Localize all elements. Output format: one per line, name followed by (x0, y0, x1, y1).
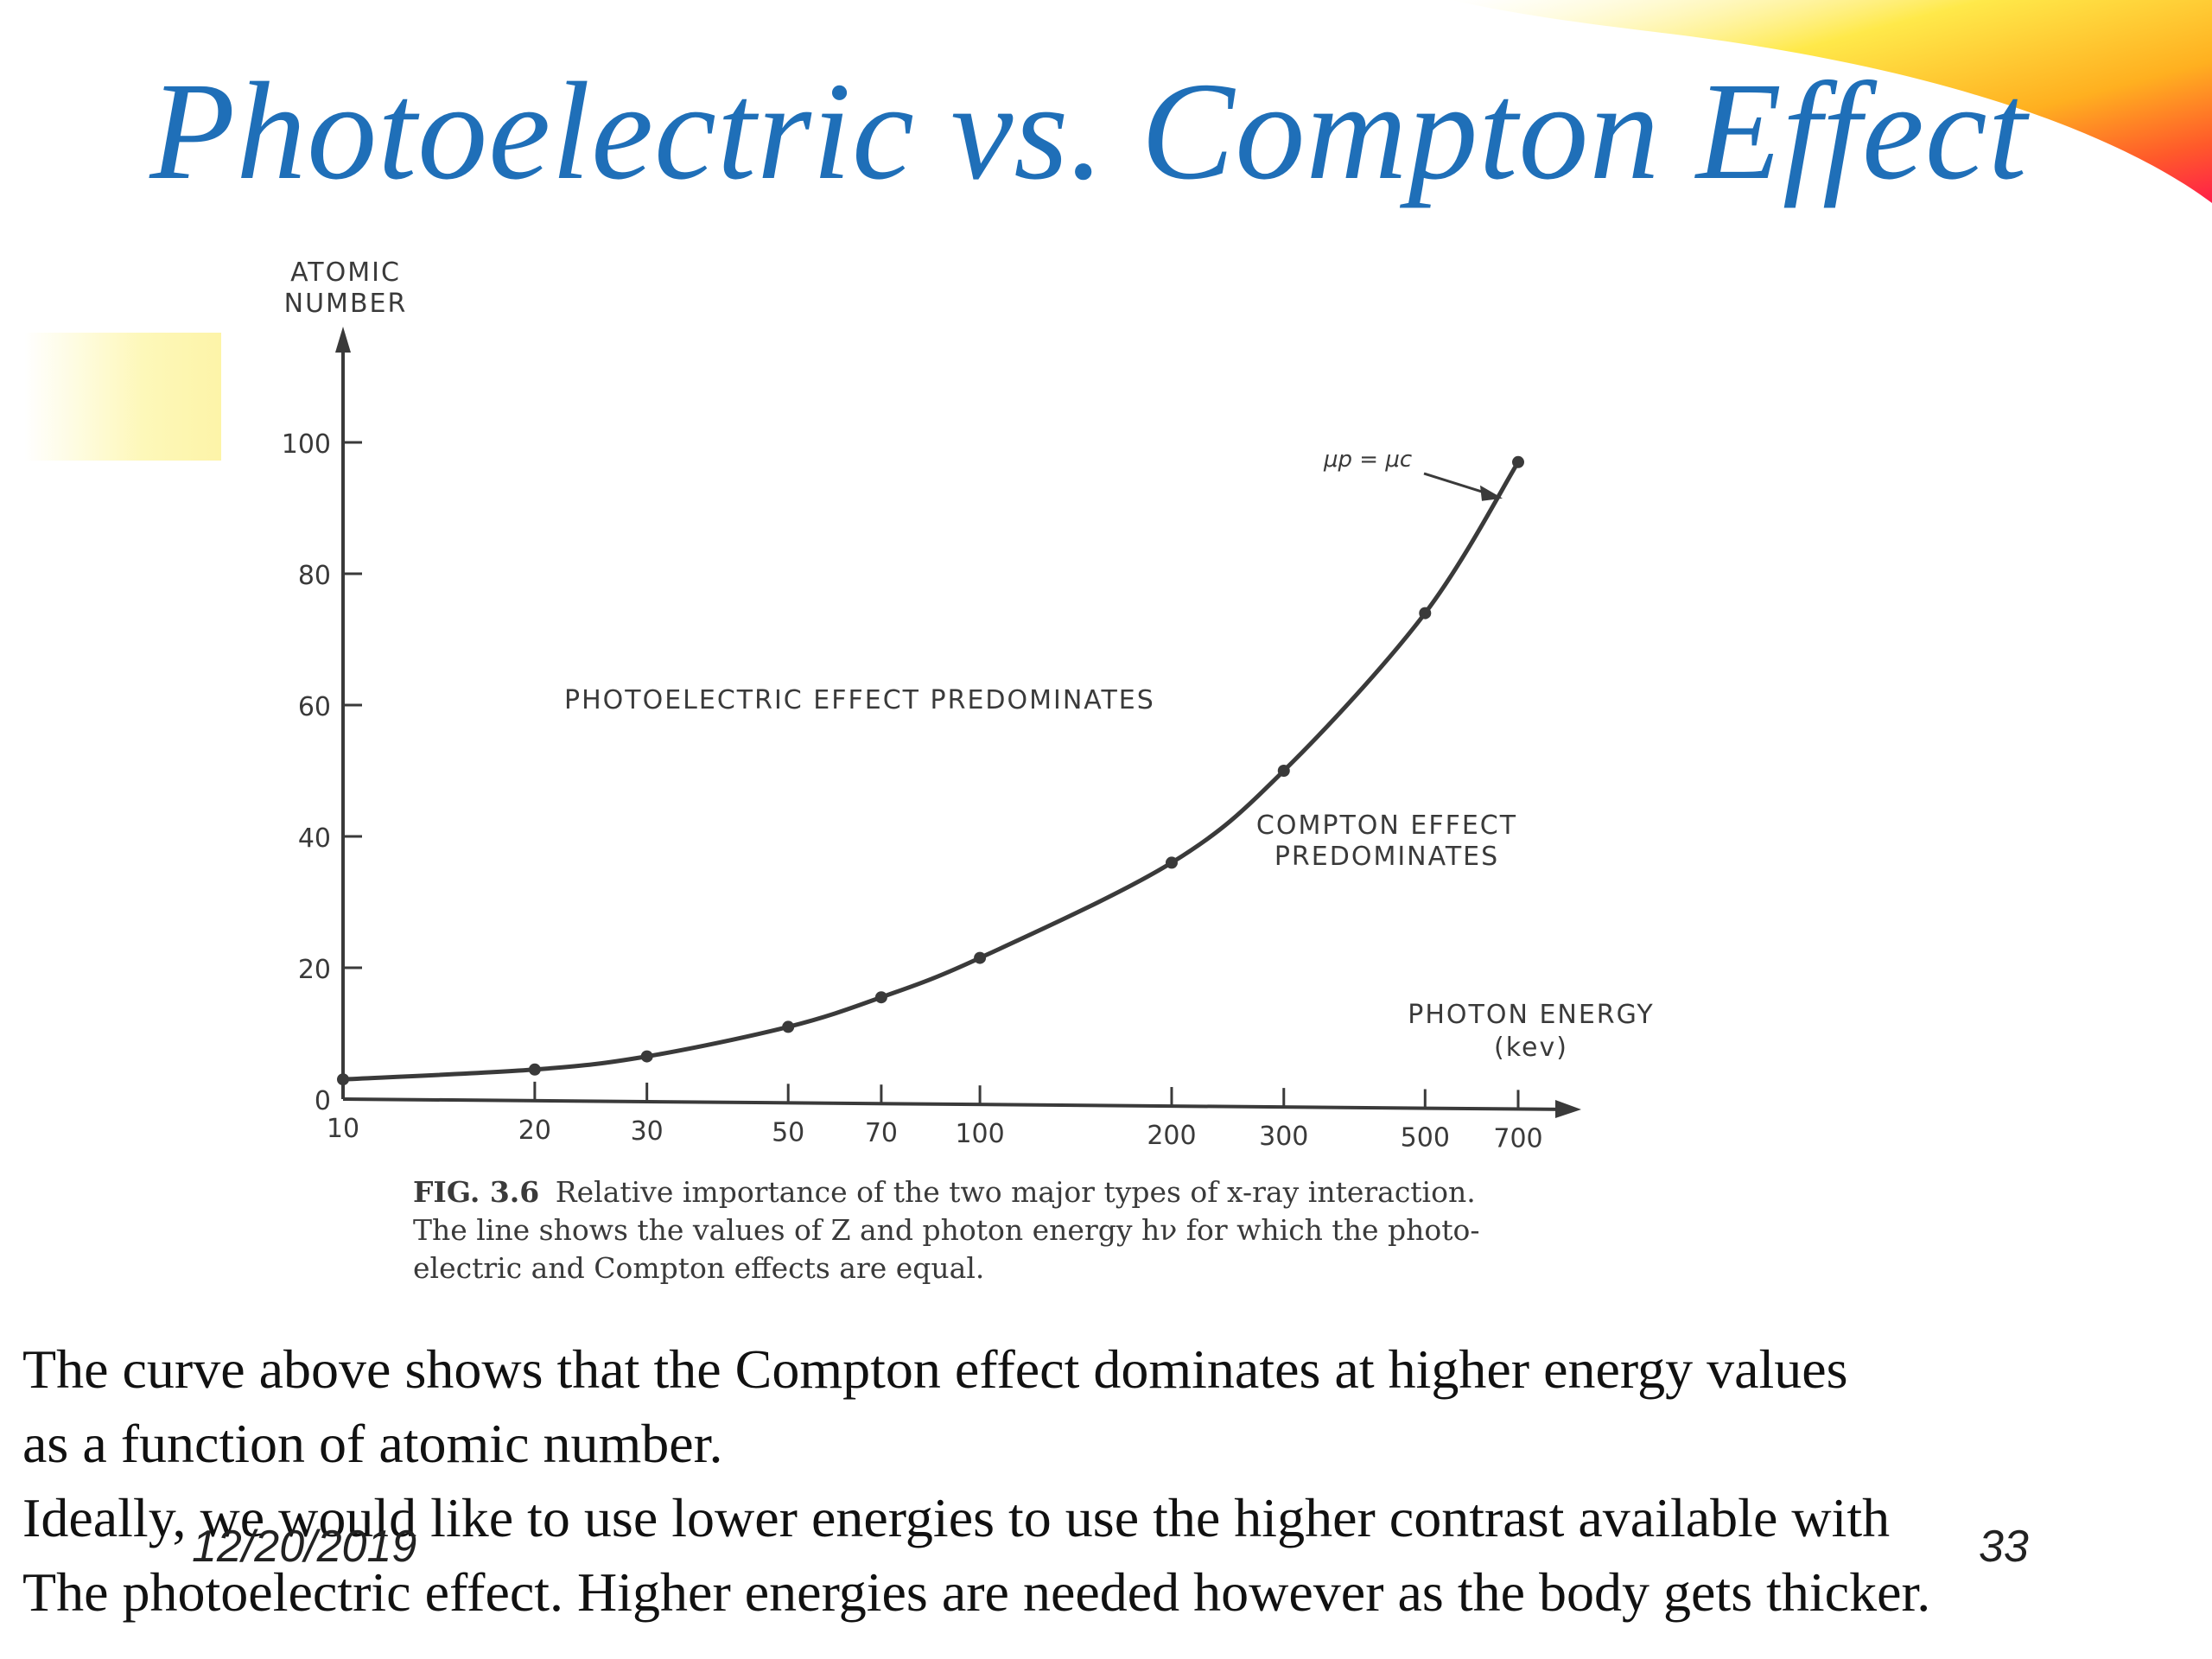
equality-label: μp = μc (1323, 447, 1412, 473)
data-point (874, 991, 887, 1004)
footer-page-number: 33 (1979, 1522, 2029, 1572)
chart-axes (335, 327, 1581, 1118)
figure-caption: FIG. 3.6 Relative importance of the two … (413, 1173, 1536, 1287)
y-ticks: 0 20 40 60 80 100 (282, 429, 362, 1116)
body-line: Ideally, we would like to use lower ener… (22, 1487, 1891, 1548)
equality-arrowhead (1480, 485, 1503, 501)
x-axis-label: (kev) (1494, 1033, 1568, 1063)
data-point (528, 1063, 541, 1076)
x-axis-label: PHOTON ENERGY (1408, 1000, 1654, 1030)
region-label-compton: COMPTON EFFECT (1256, 810, 1517, 841)
region-label-photoelectric: PHOTOELECTRIC EFFECT PREDOMINATES (564, 685, 1155, 715)
data-point (974, 951, 987, 964)
data-point (1419, 607, 1432, 620)
x-tick-label: 300 (1259, 1122, 1308, 1152)
y-tick-label: 40 (298, 823, 331, 854)
x-tick-label: 100 (955, 1119, 1004, 1149)
caption-text: Relative importance of the two major typ… (413, 1175, 1480, 1285)
y-tick-label: 80 (298, 561, 331, 591)
body-line: The curve above shows that the Compton e… (22, 1338, 1848, 1400)
x-tick-label: 70 (865, 1118, 898, 1148)
decorative-corner-ribbon (1452, 0, 2212, 203)
chart: 0 20 40 60 80 100 10 20 30 50 70 100 200 300 500 700 A… (282, 257, 1654, 1154)
series-line (342, 461, 1521, 1082)
y-tick-label: 100 (282, 429, 331, 460)
x-tick-label: 200 (1147, 1121, 1196, 1151)
body-line: The photoelectric effect. Higher energie… (22, 1561, 1931, 1623)
y-tick-label: 0 (315, 1086, 331, 1116)
y-axis-label: ATOMIC (290, 257, 401, 288)
y-axis-arrow (335, 327, 351, 353)
data-point (782, 1020, 795, 1033)
data-point (1512, 455, 1524, 468)
y-tick-label: 20 (298, 955, 331, 985)
slide-title: Photoelectric vs. Compton Effect (149, 54, 2028, 209)
x-axis-line (342, 1097, 1573, 1111)
series-points (337, 455, 1524, 1086)
decorative-yellow-block (24, 333, 221, 461)
x-tick-label: 500 (1401, 1122, 1450, 1153)
body-line: as a function of atomic number. (22, 1413, 723, 1474)
footer-date: 12/20/2019 (192, 1522, 417, 1572)
caption-lead: FIG. 3.6 (413, 1175, 540, 1209)
x-tick-label: 700 (1493, 1123, 1542, 1154)
x-axis-arrow (1555, 1100, 1581, 1118)
y-axis-label: NUMBER (284, 289, 408, 319)
data-point (640, 1050, 653, 1063)
x-tick-label: 10 (327, 1114, 359, 1144)
region-label-compton: PREDOMINATES (1274, 842, 1499, 872)
data-point (1277, 765, 1290, 777)
body-text: The curve above shows that the Compton e… (22, 1332, 2200, 1630)
y-tick-label: 60 (298, 692, 331, 722)
x-ticks: 10 20 30 50 70 100 200 300 500 700 (327, 1081, 1543, 1154)
x-tick-label: 20 (518, 1116, 551, 1146)
data-point (1165, 856, 1178, 869)
x-tick-label: 50 (772, 1117, 804, 1147)
data-point (337, 1073, 349, 1086)
x-tick-label: 30 (631, 1116, 664, 1147)
